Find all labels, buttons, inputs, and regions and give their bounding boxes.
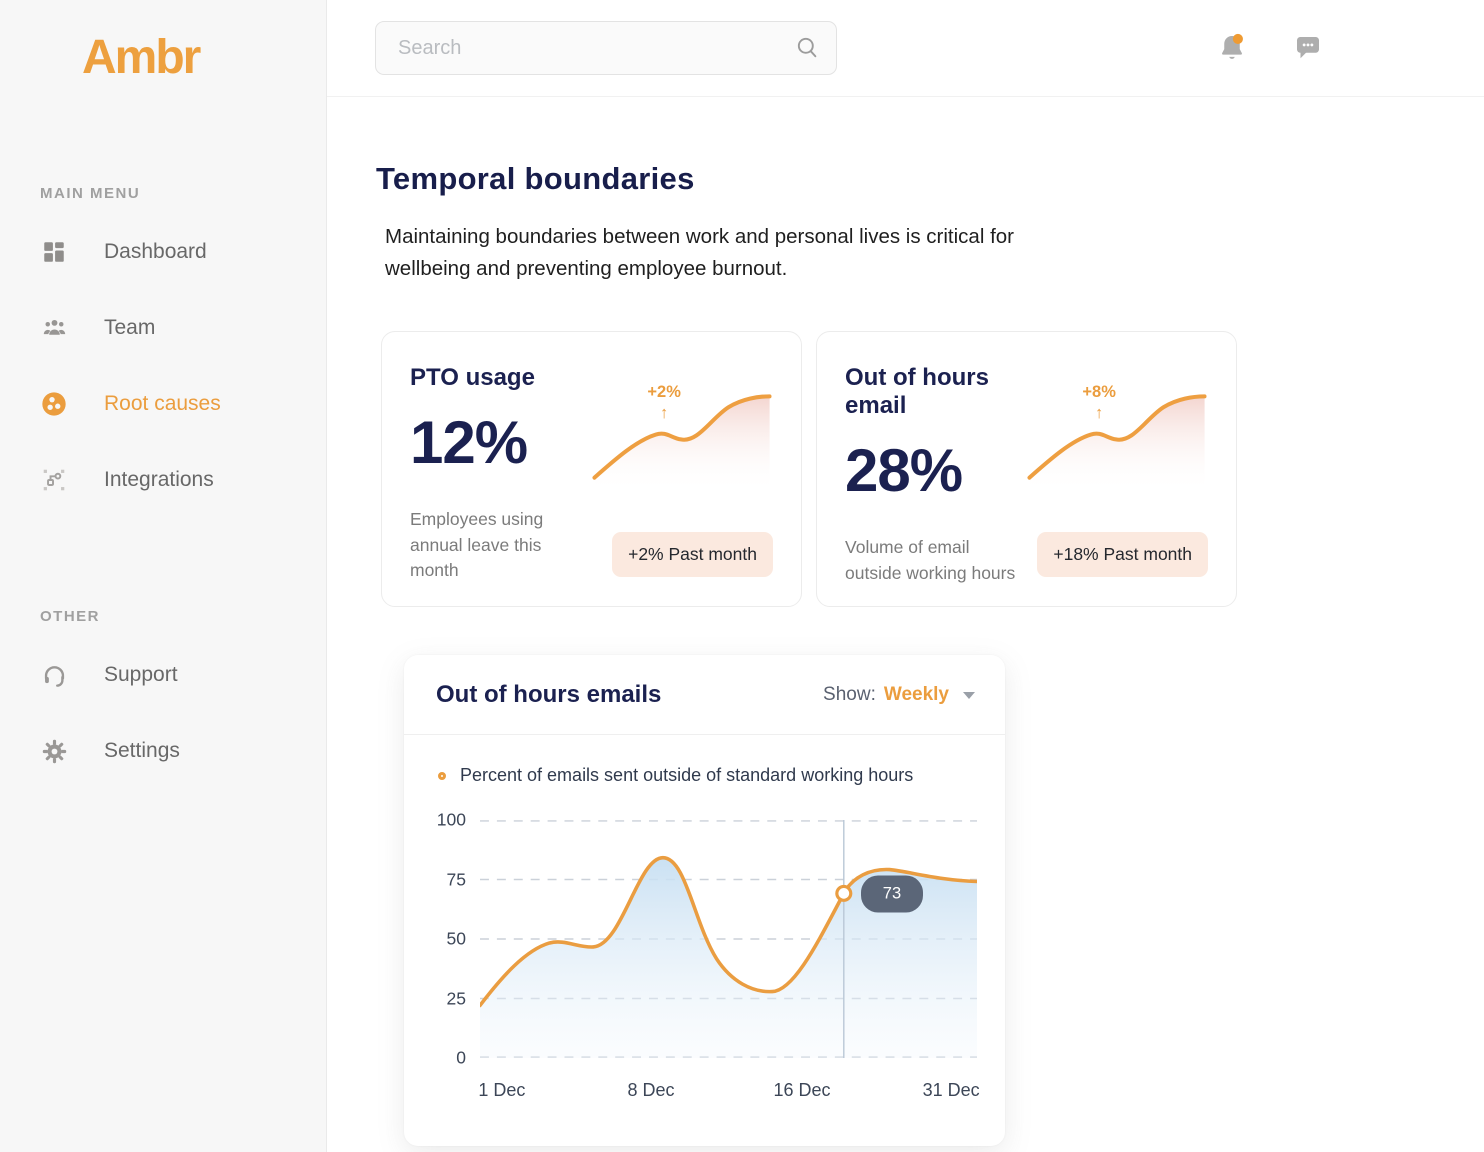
legend-dot-icon xyxy=(438,771,446,780)
chart-legend: Percent of emails sent outside of standa… xyxy=(438,765,977,786)
other-label: OTHER xyxy=(40,608,100,625)
y-tick: 50 xyxy=(446,928,466,949)
sparkline-chart: +2% ↑ xyxy=(591,382,773,493)
y-tick: 25 xyxy=(446,988,466,1009)
chevron-down-icon xyxy=(963,691,975,699)
spark-trend-label: +8% xyxy=(1082,383,1116,402)
stat-right: +8% ↑ +18% Past month xyxy=(1026,364,1208,606)
hover-marker xyxy=(835,885,853,903)
stat-card-caption: Volume of email outside working hours xyxy=(845,537,1016,583)
search-input[interactable] xyxy=(375,21,837,75)
show-period-dropdown[interactable]: Show: Weekly xyxy=(823,684,975,706)
topbar-icons xyxy=(1216,32,1324,64)
sidebar-item-label: Dashboard xyxy=(104,240,207,263)
ambr-logo: Ambr xyxy=(82,31,201,84)
stat-card-value: 28% xyxy=(845,437,963,505)
x-tick: 16 Dec xyxy=(773,1080,831,1101)
stat-card-title: PTO usage xyxy=(410,364,535,392)
sidebar-item-team[interactable]: Team xyxy=(40,312,326,344)
show-label: Show: xyxy=(823,684,876,706)
show-selected-value: Weekly xyxy=(883,684,949,706)
stat-card-value: 12% xyxy=(410,409,528,477)
x-tick: 8 Dec xyxy=(627,1080,675,1101)
chart-tooltip: 73 xyxy=(860,875,924,913)
search-box xyxy=(375,21,837,75)
other-section: OTHER Support xyxy=(0,608,326,767)
sidebar-item-integrations[interactable]: Integrations xyxy=(40,464,326,496)
x-tick: 31 Dec xyxy=(922,1080,980,1101)
chart-body: Percent of emails sent outside of standa… xyxy=(404,735,1005,1146)
messages-button[interactable] xyxy=(1292,32,1324,64)
stat-right: +2% ↑ +2% Past month xyxy=(591,364,773,606)
integrations-icon xyxy=(40,466,68,494)
sidebar: Ambr MAIN MENU Dashboard xyxy=(0,0,327,1152)
x-tick: 1 Dec xyxy=(478,1080,526,1101)
sidebar-item-label: Team xyxy=(104,316,156,339)
main-menu-section: MAIN MENU Dashboard xyxy=(0,185,326,496)
sidebar-item-support[interactable]: Support xyxy=(40,659,326,691)
chart-area: 100 75 50 25 0 xyxy=(436,810,977,1068)
up-arrow-icon: ↑ xyxy=(1095,403,1104,422)
page-content: Temporal boundaries Maintaining boundari… xyxy=(327,161,1484,1147)
sidebar-item-label: Settings xyxy=(104,739,180,762)
sidebar-item-label: Support xyxy=(104,663,178,686)
search-icon xyxy=(794,34,821,66)
dashboard-icon xyxy=(40,238,68,266)
page-title: Temporal boundaries xyxy=(376,161,695,196)
notifications-button[interactable] xyxy=(1216,32,1248,64)
team-icon xyxy=(40,314,68,342)
line-chart-plot[interactable]: 73 xyxy=(480,820,977,1059)
page-description: Maintaining boundaries between work and … xyxy=(385,225,1014,281)
gear-icon xyxy=(40,737,68,765)
bell-icon xyxy=(1217,33,1247,67)
chat-icon xyxy=(1293,37,1323,65)
past-month-badge: +2% Past month xyxy=(612,532,773,578)
y-tick: 100 xyxy=(436,809,466,830)
spark-trend-annotation: +2% ↑ xyxy=(647,382,680,423)
root-causes-icon xyxy=(40,390,68,418)
stat-cards-row: PTO usage 12% Employees using annual lea… xyxy=(381,331,1484,608)
spark-trend-annotation: +8% ↑ xyxy=(1082,382,1115,423)
past-month-badge: +18% Past month xyxy=(1037,532,1208,578)
headset-icon xyxy=(40,661,68,689)
stat-card-title: Out of hours email xyxy=(845,364,989,420)
up-arrow-icon: ↑ xyxy=(660,403,669,422)
sidebar-item-settings[interactable]: Settings xyxy=(40,735,326,767)
sidebar-item-root-causes[interactable]: Root causes xyxy=(40,388,326,420)
main-menu-label: MAIN MENU xyxy=(40,185,141,202)
y-axis: 100 75 50 25 0 xyxy=(436,810,480,1068)
sidebar-item-label: Integrations xyxy=(104,468,214,491)
x-axis: 1 Dec 8 Dec 16 Dec 31 Dec xyxy=(478,1080,980,1102)
stat-card-caption: Employees using annual leave this month xyxy=(410,509,544,581)
sidebar-item-label: Root causes xyxy=(104,392,221,415)
stat-left: PTO usage 12% Employees using annual lea… xyxy=(410,364,583,606)
topbar xyxy=(327,0,1484,97)
stat-card-out-of-hours-email: Out of hours email 28% Volume of email o… xyxy=(816,331,1237,608)
chart-card: Out of hours emails Show: Weekly Percent… xyxy=(404,655,1005,1147)
stat-card-pto-usage: PTO usage 12% Employees using annual lea… xyxy=(381,331,802,608)
y-tick: 0 xyxy=(456,1047,466,1068)
main-area: Temporal boundaries Maintaining boundari… xyxy=(327,0,1484,1152)
chart-title: Out of hours emails xyxy=(436,681,662,709)
legend-label: Percent of emails sent outside of standa… xyxy=(460,765,914,786)
y-tick: 75 xyxy=(446,869,466,890)
chart-header: Out of hours emails Show: Weekly xyxy=(404,655,1005,736)
stat-left: Out of hours email 28% Volume of email o… xyxy=(845,364,1018,606)
sparkline-chart: +8% ↑ xyxy=(1026,382,1208,493)
sidebar-item-dashboard[interactable]: Dashboard xyxy=(40,236,326,268)
spark-trend-label: +2% xyxy=(647,383,681,402)
